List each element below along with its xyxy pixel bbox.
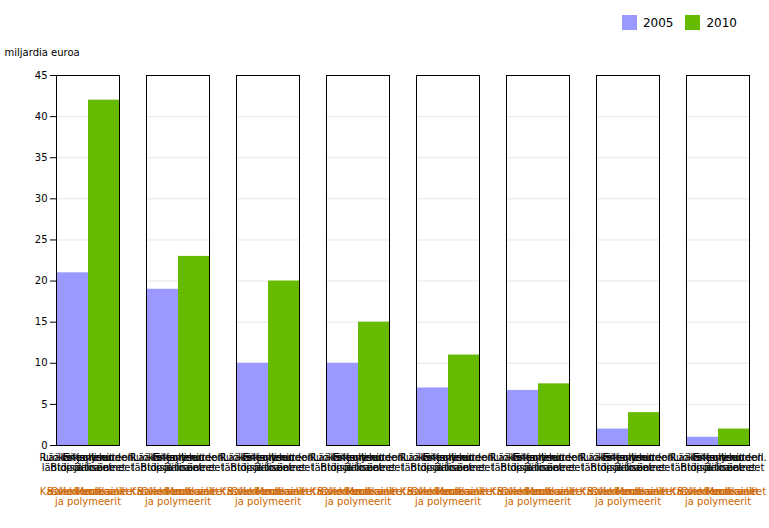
svg-text:25: 25	[35, 234, 48, 245]
svg-text:Bulkkikemikaalitja polymeerit: Bulkkikemikaalitja polymeerit	[497, 486, 579, 507]
svg-text:Bulkkikemikaalitja polymeerit: Bulkkikemikaalitja polymeerit	[47, 486, 129, 507]
svg-text:Ruoka- ja rehuteoll.lisäaineet: Ruoka- ja rehuteoll.lisäaineet	[579, 452, 676, 473]
svg-text:Bulkkikemikaalitja polymeerit: Bulkkikemikaalitja polymeerit	[317, 486, 399, 507]
svg-text:Entsyymit: Entsyymit	[153, 452, 203, 463]
svg-text:40: 40	[35, 111, 48, 122]
svg-text:Bulkkikemikaalitja polymeerit: Bulkkikemikaalitja polymeerit	[677, 486, 759, 507]
svg-text:Entsyymit: Entsyymit	[63, 452, 113, 463]
svg-text:Muut: Muut	[615, 486, 640, 497]
svg-text:Kasvien uuteaineet: Kasvien uuteaineet	[400, 486, 496, 497]
svg-text:Muut: Muut	[345, 486, 370, 497]
svg-text:Oleokemikaalit: Oleokemikaalit	[501, 486, 575, 497]
svg-text:Oleokemikaalit: Oleokemikaalit	[681, 486, 755, 497]
svg-text:Bulkkikemikaalitja polymeerit: Bulkkikemikaalitja polymeerit	[587, 486, 669, 507]
svg-text:Muut: Muut	[525, 486, 550, 497]
svg-text:Muut: Muut	[75, 486, 100, 497]
svg-text:Kasvien uuteaineet: Kasvien uuteaineet	[310, 486, 406, 497]
svg-text:Ruoka- ja rehuteoll.lisäaineet: Ruoka- ja rehuteoll.lisäaineet	[399, 452, 496, 473]
svg-text:Kasvien uuteaineet: Kasvien uuteaineet	[580, 486, 676, 497]
svg-text:35: 35	[35, 152, 48, 163]
svg-text:Muut: Muut	[705, 486, 730, 497]
svg-text:Ruoka- ja rehuteoll.lisäaineet: Ruoka- ja rehuteoll.lisäaineet	[129, 452, 226, 473]
svg-text:Entsyymit: Entsyymit	[423, 452, 473, 463]
svg-text:Ruoka- ja rehuteoll.lisäaineet: Ruoka- ja rehuteoll.lisäaineet	[309, 452, 406, 473]
svg-text:Bulkkikemikaalitja polymeerit: Bulkkikemikaalitja polymeerit	[137, 486, 219, 507]
svg-text:Oleokemikaalit: Oleokemikaalit	[591, 486, 665, 497]
svg-text:Kasvien uuteaineet: Kasvien uuteaineet	[220, 486, 316, 497]
svg-text:Bulkkikemikaalitja polymeerit: Bulkkikemikaalitja polymeerit	[407, 486, 489, 507]
svg-text:Muut: Muut	[435, 486, 460, 497]
svg-text:Ruoka- ja rehuteoll.lisäaineet: Ruoka- ja rehuteoll.lisäaineet	[39, 452, 136, 473]
svg-text:45: 45	[35, 70, 48, 81]
svg-text:Ruoka- ja rehuteoll.lisäaineet: Ruoka- ja rehuteoll.lisäaineet	[219, 452, 316, 473]
svg-text:Kasvien uuteaineet: Kasvien uuteaineet	[670, 486, 766, 497]
svg-text:Ruoka- ja rehuteoll.lisäaineet: Ruoka- ja rehuteoll.lisäaineet	[489, 452, 586, 473]
svg-text:Kasvien uuteaineet: Kasvien uuteaineet	[130, 486, 226, 497]
svg-text:10: 10	[35, 357, 48, 368]
svg-text:Bulkkikemikaalitja polymeerit: Bulkkikemikaalitja polymeerit	[227, 486, 309, 507]
svg-text:20: 20	[35, 275, 48, 286]
svg-text:Oleokemikaalit: Oleokemikaalit	[231, 486, 305, 497]
svg-text:Ruoka- ja rehuteoll.lisäaineet: Ruoka- ja rehuteoll.lisäaineet	[669, 452, 766, 473]
svg-text:Entsyymit: Entsyymit	[243, 452, 293, 463]
svg-text:Oleokemikaalit: Oleokemikaalit	[411, 486, 485, 497]
svg-text:Entsyymit: Entsyymit	[333, 452, 383, 463]
svg-text:Oleokemikaalit: Oleokemikaalit	[51, 486, 125, 497]
svg-text:Entsyymit: Entsyymit	[513, 452, 563, 463]
svg-text:5: 5	[41, 399, 47, 410]
svg-text:15: 15	[35, 316, 48, 327]
svg-text:miljardia euroa: miljardia euroa	[5, 47, 80, 58]
svg-text:Muut: Muut	[165, 486, 190, 497]
svg-text:Oleokemikaalit: Oleokemikaalit	[141, 486, 215, 497]
svg-text:30: 30	[35, 193, 48, 204]
svg-text:Kasvien uuteaineet: Kasvien uuteaineet	[490, 486, 586, 497]
svg-text:0: 0	[41, 440, 47, 451]
svg-text:Oleokemikaalit: Oleokemikaalit	[321, 486, 395, 497]
svg-text:Entsyymit: Entsyymit	[693, 452, 743, 463]
svg-text:Entsyymit: Entsyymit	[603, 452, 653, 463]
svg-text:Kasvien uuteaineet: Kasvien uuteaineet	[40, 486, 136, 497]
svg-text:Muut: Muut	[255, 486, 280, 497]
